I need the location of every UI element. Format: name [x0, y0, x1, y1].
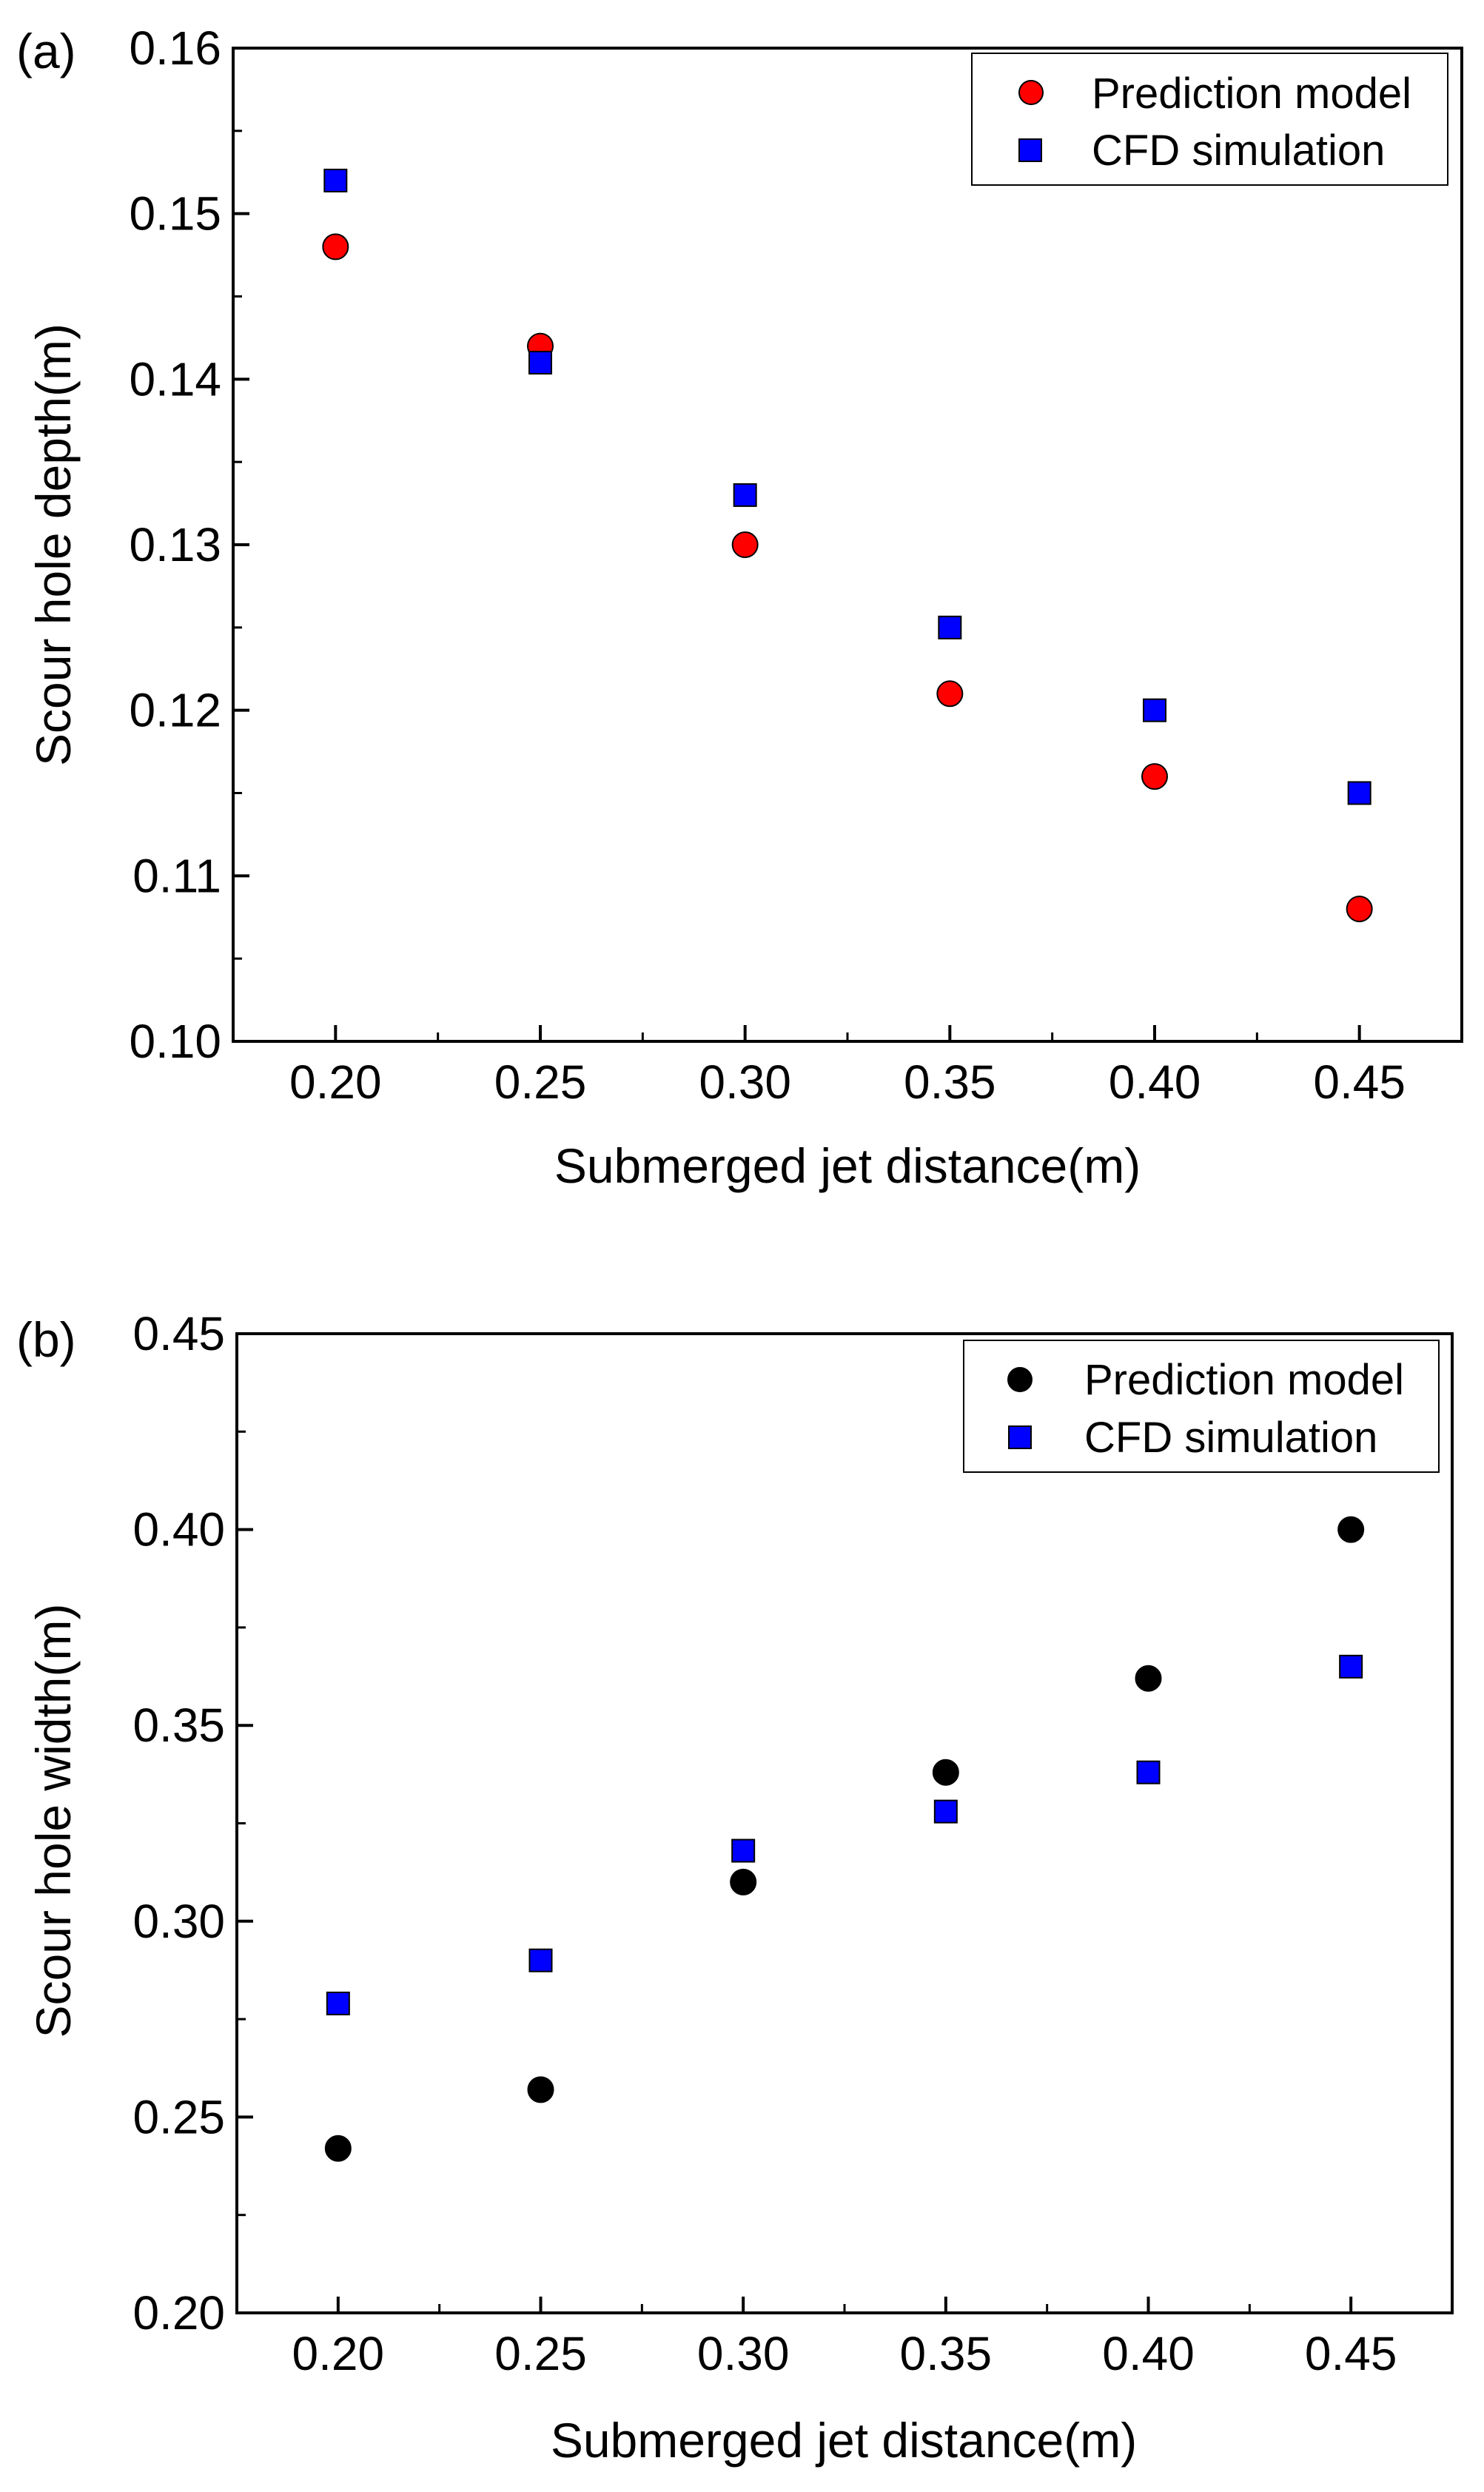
x-tick-label: 0.25: [494, 1055, 587, 1109]
data-points: [322, 168, 1373, 923]
point-prediction-model: [932, 1759, 959, 1786]
y-tick-label: 0.12: [129, 684, 221, 737]
point-cfd-simulation: [1339, 1654, 1363, 1679]
point-cfd-simulation: [323, 168, 348, 192]
legend: Prediction model CFD simulation: [963, 1340, 1440, 1473]
y-tick-label: 0.15: [129, 187, 221, 241]
y-tick-label: 0.10: [129, 1015, 221, 1068]
legend-marker-prediction: [1018, 80, 1044, 105]
y-tick-label: 0.35: [132, 1699, 225, 1752]
legend-box: [971, 53, 1448, 186]
point-cfd-simulation: [933, 1799, 958, 1824]
plot-area: [232, 47, 1463, 1043]
y-tick-label: 0.11: [132, 849, 221, 902]
legend-label-prediction: Prediction model: [1084, 1356, 1404, 1404]
data-points: [324, 1516, 1365, 2162]
point-prediction-model: [1337, 1516, 1365, 1543]
point-cfd-simulation: [938, 615, 962, 639]
axis-ticks: [235, 1332, 1353, 2314]
x-tick-label: 0.25: [494, 2327, 587, 2380]
x-axis-label: Submerged jet distance(m): [551, 2413, 1137, 2468]
point-cfd-simulation: [326, 1991, 350, 2015]
point-prediction-model: [936, 680, 964, 708]
point-cfd-simulation: [733, 483, 757, 507]
y-tick-label: 0.45: [132, 1307, 225, 1360]
y-axis-label: Scour hole depth(m): [26, 323, 81, 766]
x-tick-label: 0.40: [1109, 1055, 1201, 1109]
legend-marker-cfd: [1018, 138, 1042, 162]
point-prediction-model: [527, 2076, 554, 2103]
x-tick-label: 0.30: [697, 2327, 790, 2380]
point-prediction-model: [731, 531, 759, 558]
point-cfd-simulation: [528, 350, 552, 375]
x-tick-labels: 0.20 0.25 0.30 0.35 0.40 0.45: [289, 1055, 1406, 1109]
point-prediction-model: [322, 233, 349, 261]
point-prediction-model: [1135, 1665, 1162, 1692]
point-prediction-model: [1346, 896, 1373, 923]
legend-marker-cfd: [1008, 1425, 1032, 1449]
x-tick-label: 0.45: [1313, 1055, 1406, 1109]
plot-area: [235, 1332, 1454, 2314]
y-tick-labels: 0.10 0.11 0.12 0.13 0.14 0.15 0.16: [129, 21, 221, 1068]
panel-label: (b): [16, 1312, 76, 1367]
legend-label-cfd: CFD simulation: [1092, 127, 1385, 175]
legend-box: [963, 1340, 1440, 1473]
y-tick-label: 0.13: [129, 518, 221, 571]
y-tick-label: 0.20: [132, 2286, 225, 2340]
y-tick-label: 0.30: [132, 1895, 225, 1948]
point-prediction-model: [730, 1868, 757, 1895]
x-tick-label: 0.20: [289, 1055, 382, 1109]
legend-marker-prediction: [1007, 1367, 1033, 1392]
point-cfd-simulation: [1136, 1760, 1161, 1784]
point-cfd-simulation: [1347, 781, 1371, 805]
x-tick-label: 0.35: [900, 2327, 993, 2380]
legend: Prediction model CFD simulation: [971, 53, 1448, 186]
y-tick-label: 0.25: [132, 2090, 225, 2143]
point-cfd-simulation: [528, 1948, 553, 1972]
legend-label-cfd: CFD simulation: [1084, 1414, 1377, 1462]
y-tick-label: 0.16: [129, 21, 221, 75]
y-tick-labels: 0.20 0.25 0.30 0.35 0.40 0.45: [132, 1307, 225, 2340]
axis-ticks: [232, 47, 1361, 1043]
y-tick-label: 0.40: [132, 1503, 225, 1556]
panel-a: (a) 0.100.110.120.130.140.150.16 0.20 0.2…: [16, 21, 1463, 1193]
point-cfd-simulation: [1143, 698, 1166, 722]
panel-b: (b) 0.20 0.25 0.30 0.35 0.40 0.45 0.20 0.25 0.3…: [16, 1307, 1454, 2468]
x-tick-label: 0.30: [699, 1055, 791, 1109]
x-tick-label: 0.45: [1305, 2327, 1397, 2380]
y-axis-label: Scour hole width(m): [26, 1604, 81, 2038]
x-tick-label: 0.35: [904, 1055, 996, 1109]
legend-label-prediction: Prediction model: [1092, 70, 1411, 118]
x-tick-label: 0.20: [292, 2327, 385, 2380]
point-prediction-model: [1141, 763, 1168, 790]
point-prediction-model: [324, 2135, 352, 2162]
x-tick-label: 0.40: [1102, 2327, 1195, 2380]
y-tick-label: 0.14: [129, 352, 221, 406]
panel-label: (a): [16, 24, 76, 78]
x-tick-labels: 0.20 0.25 0.30 0.35 0.40 0.45: [292, 2327, 1397, 2380]
x-axis-label: Submerged jet distance(m): [554, 1138, 1141, 1193]
point-cfd-simulation: [731, 1838, 756, 1863]
